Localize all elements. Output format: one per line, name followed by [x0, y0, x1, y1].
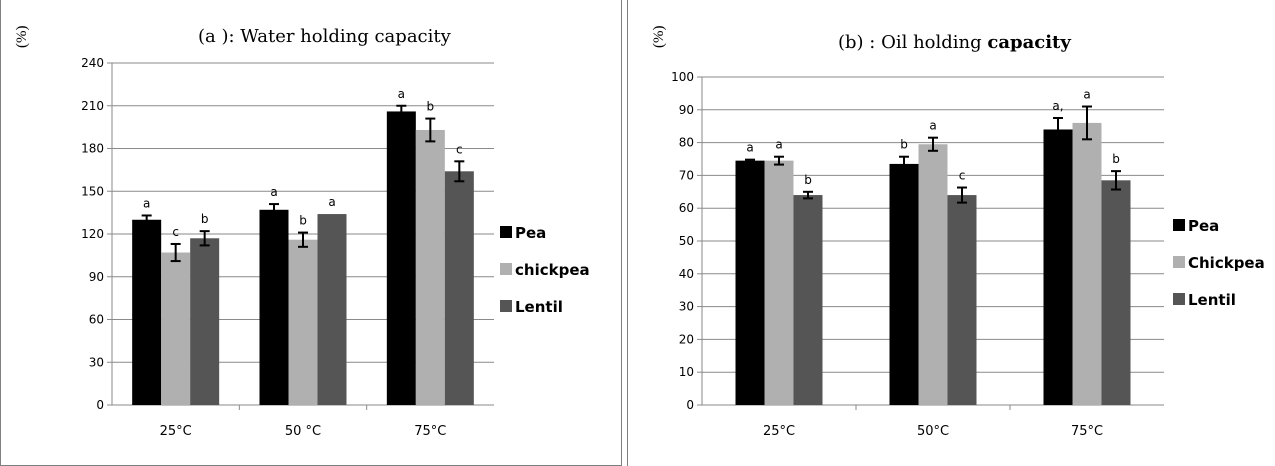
y-tick-label: 30	[89, 355, 104, 369]
plot-area: 0 30 60 90 120 150 180 210 240 25°C a c b 50 °C a b a 75°…	[81, 56, 590, 439]
significance-letter: a	[929, 119, 936, 133]
legend-swatch	[1173, 219, 1185, 231]
legend-label: Lentil	[515, 298, 563, 316]
bar	[1072, 122, 1102, 406]
bar	[415, 129, 445, 405]
legend-swatch	[1173, 256, 1185, 268]
significance-letter: b	[900, 138, 908, 152]
y-tick-label: 0	[686, 398, 694, 412]
bar	[889, 163, 919, 405]
chart-title: (b) : Oil holding capacity	[838, 32, 1071, 53]
legend-swatch	[500, 300, 512, 312]
significance-letter: c	[456, 142, 463, 156]
x-category-label: 75°C	[414, 424, 446, 439]
y-tick-label: 0	[96, 398, 104, 412]
x-category-label: 50°C	[917, 424, 949, 439]
significance-letter: a	[270, 185, 277, 199]
bar	[190, 238, 220, 405]
y-tick-label: 10	[679, 365, 694, 379]
chart-title-bold: capacity	[987, 32, 1071, 53]
significance-letter: c	[959, 169, 966, 183]
bar	[259, 209, 289, 405]
bar	[918, 144, 948, 406]
bar	[793, 195, 823, 405]
plot-area: 0 10 20 30 40 50 60 70 80 90 100 25°C a a b 50°C b a c 75°C…	[671, 70, 1265, 439]
chart-title: (a ): Water holding capacity	[198, 26, 452, 47]
y-tick-label: 100	[671, 70, 694, 84]
y-tick-label: 60	[679, 201, 694, 215]
y-tick-label: 20	[679, 332, 694, 346]
y-axis-unit-label: (%)	[651, 26, 667, 49]
x-category-label: 25°C	[160, 424, 192, 439]
legend-label: Pea	[515, 224, 546, 242]
significance-letter: a	[328, 195, 335, 209]
bar	[386, 111, 416, 405]
chart-title-prefix: (a ):	[198, 26, 240, 47]
x-category-label: 25°C	[763, 424, 795, 439]
bar	[161, 252, 191, 405]
bar	[317, 214, 347, 405]
significance-letter: b	[299, 214, 307, 228]
y-tick-label: 180	[81, 142, 104, 156]
y-tick-label: 50	[679, 234, 694, 248]
chart-title-prefix: (b) :	[838, 32, 881, 53]
bar	[947, 195, 977, 405]
bar	[288, 239, 318, 405]
y-tick-label: 90	[89, 270, 104, 284]
y-tick-label: 120	[81, 227, 104, 241]
oil-holding-chart: (%) (b) : Oil holding capacity 0 10 20 30 40…	[651, 26, 1265, 440]
legend-swatch	[500, 263, 512, 275]
bar	[1101, 180, 1131, 405]
chart-title-main: Water holding capacity	[240, 26, 451, 47]
significance-letter: a,	[1052, 99, 1063, 113]
significance-letter: a	[143, 196, 150, 210]
y-tick-label: 150	[81, 184, 104, 198]
legend-swatch	[500, 226, 512, 238]
legend-label: Chickpea	[1188, 254, 1265, 272]
significance-letter: a	[398, 87, 405, 101]
y-tick-label: 80	[679, 136, 694, 150]
y-tick-label: 60	[89, 313, 104, 327]
bar	[764, 160, 794, 405]
significance-letter: a	[1083, 88, 1090, 102]
y-tick-label: 240	[81, 56, 104, 70]
significance-letter: c	[172, 225, 179, 239]
y-tick-label: 70	[679, 168, 694, 182]
y-axis-unit-label: (%)	[14, 26, 30, 49]
bar	[444, 171, 474, 405]
legend-label: chickpea	[515, 261, 590, 279]
significance-letter: b	[427, 100, 435, 114]
legend-label: Pea	[1188, 217, 1219, 235]
water-holding-chart: (%) (a ): Water holding capacity 0 30 60 90…	[14, 26, 590, 440]
significance-letter: a	[775, 138, 782, 152]
significance-letter: a	[746, 141, 753, 155]
y-tick-label: 30	[679, 300, 694, 314]
legend-label: Lentil	[1188, 291, 1236, 309]
significance-letter: b	[201, 212, 209, 226]
bar	[1043, 129, 1073, 406]
y-tick-label: 40	[679, 267, 694, 281]
bar	[132, 219, 162, 405]
chart-title-main: Oil holding	[881, 32, 987, 53]
x-category-label: 50 °C	[285, 424, 321, 439]
significance-letter: b	[1112, 152, 1120, 166]
chart-panel-a: (%) (a ): Water holding capacity 0 30 60 90…	[0, 0, 622, 466]
chart-panel-b: (%) (b) : Oil holding capacity 0 10 20 30 40…	[627, 0, 1275, 466]
y-tick-label: 90	[679, 103, 694, 117]
x-category-label: 75°C	[1071, 424, 1103, 439]
bar	[735, 160, 765, 405]
y-tick-label: 210	[81, 99, 104, 113]
legend-swatch	[1173, 293, 1185, 305]
significance-letter: b	[804, 173, 812, 187]
